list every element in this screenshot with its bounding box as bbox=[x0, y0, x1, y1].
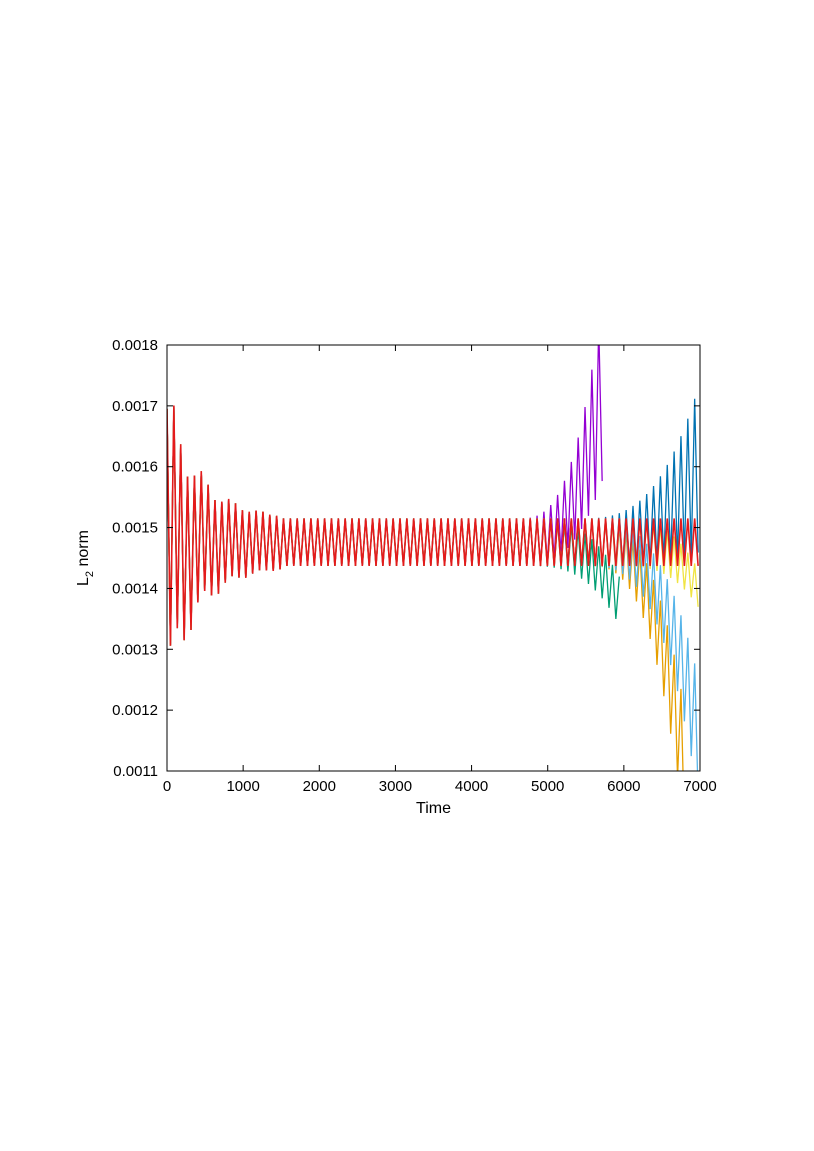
y-axis-title-subscript: 2 bbox=[84, 571, 96, 577]
y-tick-label: 0.0018 bbox=[112, 337, 158, 354]
x-tick-label: 6000 bbox=[607, 778, 640, 795]
y-tick-label: 0.0012 bbox=[112, 702, 158, 719]
x-tick-label: 5000 bbox=[531, 778, 564, 795]
y-tick-label: 0.0014 bbox=[112, 580, 158, 597]
y-axis-title-main: L bbox=[75, 577, 92, 586]
ticks-layer: 0 1000 2000 3000 4000 5000 6000 7000 0.0011 0.001… bbox=[112, 337, 717, 795]
y-tick-label: 0.0013 bbox=[112, 641, 158, 658]
x-tick-label: 4000 bbox=[455, 778, 488, 795]
series-line-1 bbox=[167, 345, 603, 646]
y-tick-label: 0.0017 bbox=[112, 398, 158, 415]
y-tick-label: 0.0011 bbox=[113, 763, 158, 780]
series-line-4 bbox=[167, 405, 684, 771]
series-line-7 bbox=[167, 405, 699, 646]
x-tick-label: 0 bbox=[163, 778, 171, 795]
plot-frame bbox=[166, 344, 701, 772]
y-axis-title-rest: norm bbox=[75, 530, 92, 571]
x-tick-label: 3000 bbox=[379, 778, 412, 795]
y-tick-label: 0.0016 bbox=[112, 459, 158, 476]
y-axis-title: L2 norm bbox=[75, 530, 96, 586]
x-tick-label: 2000 bbox=[303, 778, 336, 795]
series-layer bbox=[167, 345, 699, 771]
y-tick-label: 0.0015 bbox=[112, 520, 158, 537]
x-axis-title: Time bbox=[416, 800, 451, 817]
x-tick-label: 7000 bbox=[683, 778, 716, 795]
series-line-5 bbox=[167, 405, 699, 771]
x-tick-label: 1000 bbox=[226, 778, 259, 795]
